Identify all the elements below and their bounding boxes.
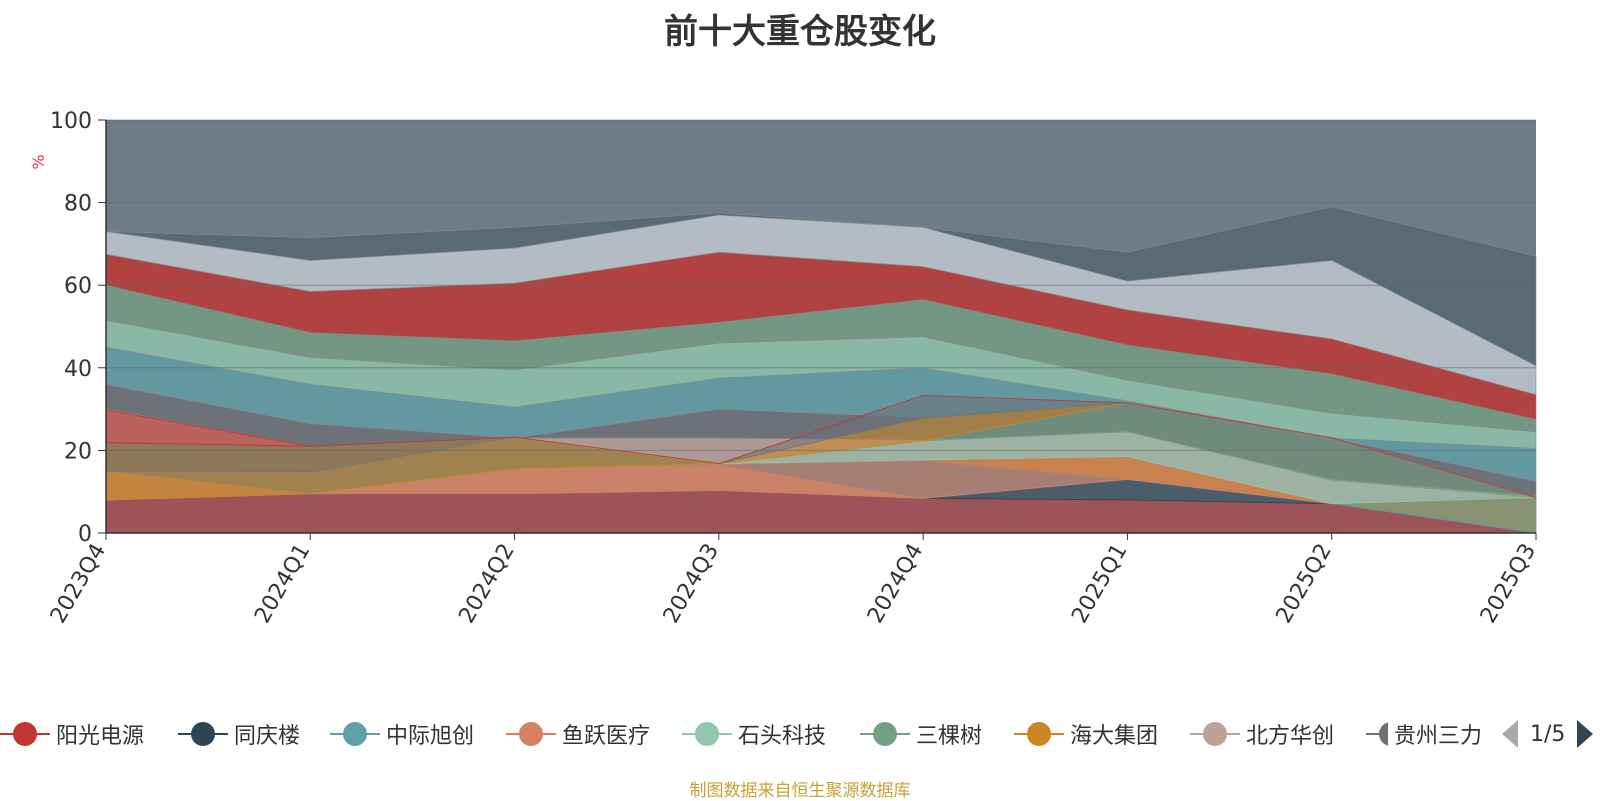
legend-marker-icon [1190,722,1240,746]
x-tick-label: 2023Q4 [46,540,111,628]
legend-marker-icon [0,722,50,746]
legend-label: 北方华创 [1246,724,1335,749]
legend-item[interactable]: 同庆楼 [178,710,300,758]
legend-marker-icon [1366,722,1388,746]
y-tick-label: 20 [64,439,92,464]
x-tick-label: 2025Q1 [1067,540,1132,628]
legend: 阳光电源 同庆楼 中际旭创 鱼跃医疗 石头科技 三棵树 海大集团 北方华创 贵州三力 1/5 [0,710,1600,758]
legend-item[interactable]: 石头科技 [682,710,826,758]
legend-pager: 1/5 [1500,710,1595,758]
legend-item[interactable]: 贵州三力 [1366,710,1482,758]
y-tick-label: 40 [64,357,92,382]
chart-title: 前十大重仓股变化 [664,12,936,52]
legend-marker-icon [682,722,732,746]
legend-item[interactable]: 鱼跃医疗 [506,710,650,758]
legend-marker-icon [860,722,910,746]
y-tick-label: 100 [50,109,92,134]
legend-item[interactable]: 海大集团 [1014,710,1158,758]
legend-label: 鱼跃医疗 [562,724,651,749]
data-source-note: 制图数据来自恒生聚源数据库 [689,781,911,801]
legend-item[interactable]: 中际旭创 [330,710,474,758]
legend-marker-icon [330,722,380,746]
x-tick-label: 2024Q1 [250,540,315,628]
next-page-icon[interactable] [1575,719,1595,749]
legend-item[interactable]: 三棵树 [860,710,982,758]
y-tick-label: 0 [78,522,92,547]
legend-label: 三棵树 [916,724,983,749]
legend-item[interactable]: 北方华创 [1190,710,1334,758]
x-tick-label: 2024Q2 [454,540,519,628]
legend-marker-icon [506,722,556,746]
legend-marker-icon [1014,722,1064,746]
legend-label: 海大集团 [1070,724,1159,749]
legend-label: 贵州三力 [1393,724,1482,749]
legend-label: 阳光电源 [56,724,145,749]
gridlines [106,119,1536,451]
y-tick-label: 60 [64,274,92,299]
legend-label: 中际旭创 [386,724,475,749]
x-tick-label: 2024Q3 [659,540,724,628]
legend-label: 石头科技 [738,724,827,749]
x-tick-label: 2025Q3 [1476,540,1541,628]
x-tick-label: 2024Q4 [863,540,928,628]
legend-item[interactable]: 阳光电源 [0,710,144,758]
y-tick-label: 80 [64,192,92,217]
prev-page-icon[interactable] [1500,719,1520,749]
area-band [105,206,1537,367]
series-areas [105,395,1537,534]
y-axis-label: % [29,154,48,169]
x-tick-label: 2025Q2 [1272,540,1337,628]
legend-marker-icon [178,722,228,746]
legend-label: 同庆楼 [234,724,301,749]
legend-page-indicator: 1/5 [1530,721,1566,747]
